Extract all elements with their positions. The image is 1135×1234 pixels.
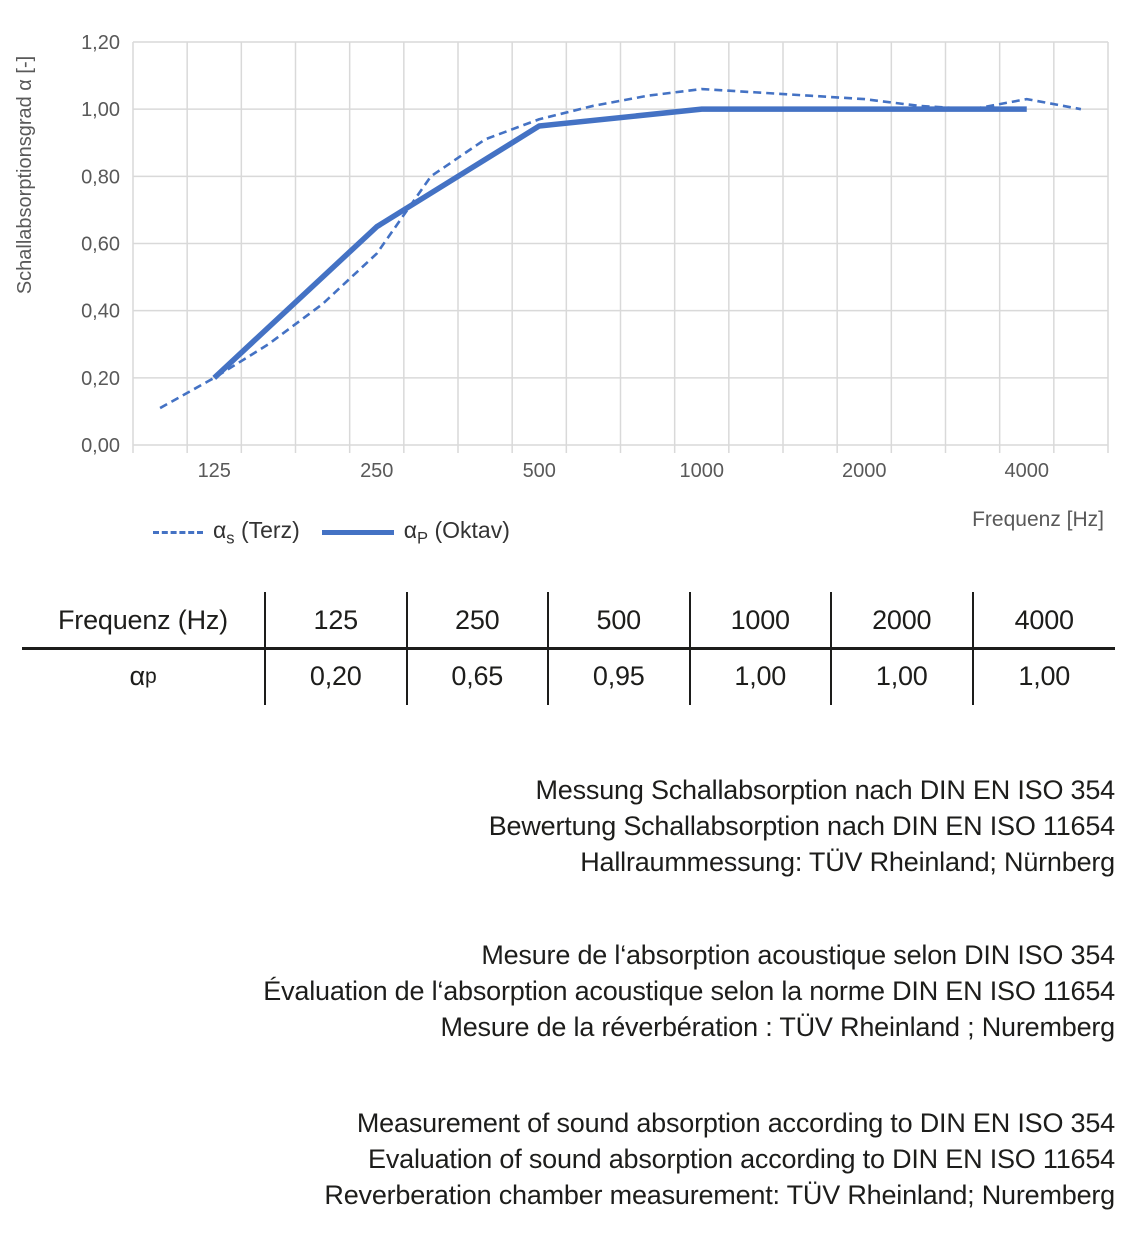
legend-item-oktav: αP (Oktav) — [321, 517, 510, 549]
y-tick-label: 0,40 — [81, 301, 120, 323]
table-value-cell: 1,00 — [832, 648, 974, 705]
table-value-cell: 1,00 — [1018, 661, 1071, 691]
note-german: Messung Schallabsorption nach DIN EN ISO… — [15, 772, 1115, 880]
chart-legend: αs (Terz) αP (Oktav) — [153, 517, 510, 549]
y-tick-label: 1,00 — [81, 99, 120, 121]
table-value-cell: 1,00 — [691, 648, 832, 705]
legend-alpha: α — [403, 517, 418, 543]
legend-label-oktav: αP (Oktav) — [404, 517, 510, 549]
note-line: Bewertung Schallabsorption nach DIN EN I… — [488, 811, 1115, 841]
y-tick-label: 0,80 — [81, 166, 120, 188]
table-value-cell: 0,95 — [549, 648, 691, 705]
dashed-line-sample-icon — [153, 531, 203, 535]
note-line: Mesure de l‘absorption acoustique selon … — [481, 940, 1115, 970]
absorption-chart: 0,00 0,20 0,40 0,60 0,80 1,00 1,20 125 250 500 100… — [14, 32, 1109, 531]
table-header-cell: 500 — [549, 592, 691, 648]
legend-sub: P — [417, 528, 429, 548]
y-tick-label: 0,60 — [81, 234, 120, 256]
y-tick-label: 1,20 — [81, 32, 120, 54]
solid-line-sample-icon — [321, 530, 394, 536]
table-header-cell: Frequenz (Hz) — [22, 592, 266, 648]
legend-item-terz: αs (Terz) — [153, 517, 300, 549]
x-tick-label: 125 — [198, 460, 231, 482]
x-tick-label: 250 — [360, 460, 393, 482]
legend-rest: (Terz) — [234, 517, 300, 543]
legend-alpha: α — [213, 517, 227, 543]
note-line: Évaluation de l‘absorption acoustique se… — [263, 976, 1115, 1006]
note-english: Measurement of sound absorption accordin… — [15, 1105, 1115, 1213]
y-axis-title: Schallabsorptionsgrad α [-] — [14, 56, 36, 294]
note-line: Measurement of sound absorption accordin… — [356, 1108, 1115, 1138]
table-header-cell: 250 — [408, 592, 549, 648]
series-line-terz — [159, 87, 1082, 410]
note-line: Messung Schallabsorption nach DIN EN ISO… — [535, 775, 1115, 805]
x-tick-label: 2000 — [842, 460, 887, 482]
x-tick-label: 4000 — [1005, 460, 1050, 482]
note-french: Mesure de l‘absorption acoustique selon … — [15, 937, 1115, 1045]
legend-rest: (Oktav) — [428, 517, 510, 543]
y-tick-label: 0,00 — [81, 435, 120, 457]
ap-table: Frequenz (Hz) 125 250 500 1000 2000 4000 α p 0,20… — [22, 592, 1115, 705]
table-header-cell: 2000 — [832, 592, 974, 648]
note-line: Reverberation chamber measurement: TÜV R… — [324, 1180, 1115, 1210]
table-header-cell: 1000 — [691, 592, 832, 648]
series-line-oktav — [212, 106, 1027, 380]
y-tick-label: 0,20 — [81, 368, 120, 390]
note-line: Hallraummessung: TÜV Rheinland; Nürnberg — [580, 847, 1115, 877]
table-header-cell: 4000 — [1014, 604, 1074, 635]
table-value-cell: 0,20 — [266, 648, 408, 705]
x-axis-title: Frequenz [Hz] — [972, 508, 1104, 531]
table-value-cell: 0,65 — [408, 648, 549, 705]
note-line: Mesure de la réverbération : TÜV Rheinla… — [440, 1012, 1115, 1042]
x-tick-label: 1000 — [680, 460, 725, 482]
legend-label-terz: αs (Terz) — [213, 517, 300, 549]
note-line: Evaluation of sound absorption according… — [368, 1144, 1115, 1174]
table-divider-line — [22, 647, 1115, 650]
legend-sub: s — [226, 528, 235, 548]
x-tick-label: 500 — [523, 460, 556, 482]
table-header-cell: 125 — [266, 592, 408, 648]
